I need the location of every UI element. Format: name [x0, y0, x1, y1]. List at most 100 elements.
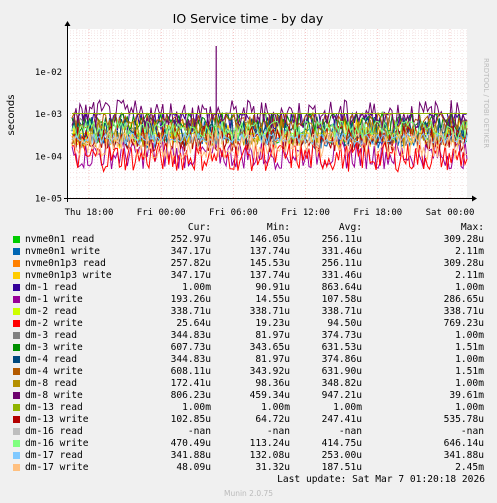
legend-max-value: 341.88u: [443, 450, 484, 461]
legend-min-value: 343.65u: [249, 342, 290, 353]
legend-max-value: 1.00m: [455, 402, 484, 413]
legend-cur-value: 193.26u: [170, 294, 211, 305]
legend-avg-value: 107.58u: [321, 294, 362, 305]
legend-row: dm-2 read 338.71u 338.71u 338.71u 338.71u: [0, 306, 497, 318]
legend-swatch: [13, 452, 20, 459]
legend-cur-value: 48.09u: [176, 462, 211, 473]
legend-max-value: 1.00m: [455, 282, 484, 293]
legend-avg-value: 256.11u: [321, 234, 362, 245]
legend-max-value: 1.00m: [455, 378, 484, 389]
legend-max-value: 535.78u: [443, 414, 484, 425]
legend-cur-value: 470.49u: [170, 438, 211, 449]
legend-series-name: dm-3 write: [25, 342, 83, 353]
legend-max-value: 309.28u: [443, 234, 484, 245]
legend-series-name: nvme0n1p3 write: [25, 270, 112, 281]
legend-max-value: 646.14u: [443, 438, 484, 449]
legend-avg-value: 187.51u: [321, 462, 362, 473]
legend-cur-value: 344.83u: [170, 330, 211, 341]
legend-avg-value: 338.71u: [321, 306, 362, 317]
legend-max-value: 769.23u: [443, 318, 484, 329]
legend-series-name: nvme0n1 read: [25, 234, 95, 245]
legend-swatch: [13, 392, 20, 399]
legend-swatch: [13, 380, 20, 387]
legend-row: dm-4 read 344.83u 81.97u 374.86u 1.00m: [0, 354, 497, 366]
series-line: [71, 129, 468, 161]
legend-swatch: [13, 428, 20, 435]
legend-avg-value: 863.64u: [321, 282, 362, 293]
legend-cur-value: 608.11u: [170, 366, 211, 377]
legend-max-value: 2.11m: [455, 246, 484, 257]
x-tick-label: Fri 06:00: [209, 208, 258, 218]
legend-row: dm-3 read 344.83u 81.97u 374.73u 1.00m: [0, 330, 497, 342]
legend-min-value: 338.71u: [249, 306, 290, 317]
legend-max-value: 1.00m: [455, 330, 484, 341]
legend-min-value: 343.92u: [249, 366, 290, 377]
legend-row: dm-13 read 1.00m 1.00m 1.00m 1.00m: [0, 402, 497, 414]
legend-max-value: -nan: [460, 426, 484, 437]
legend-swatch: [13, 440, 20, 447]
legend-row: dm-13 write 102.85u 64.72u 247.41u 535.78u: [0, 414, 497, 426]
legend-avg-value: 331.46u: [321, 270, 362, 281]
legend-row: dm-17 write 48.09u 31.32u 187.51u 2.45m: [0, 462, 497, 474]
legend-row: dm-16 read -nan -nan -nan -nan: [0, 426, 497, 438]
legend-min-value: 137.74u: [249, 270, 290, 281]
legend-swatch: [13, 320, 20, 327]
legend-swatch: [13, 368, 20, 375]
legend-series-name: nvme0n1p3 read: [25, 258, 106, 269]
io-service-time-chart: IO Service time - by day RRDTOOL / TOBI …: [0, 0, 497, 222]
legend-max-value: 338.71u: [443, 306, 484, 317]
legend-avg-value: 631.53u: [321, 342, 362, 353]
legend-avg-value: 331.46u: [321, 246, 362, 257]
legend-min-value: 19.23u: [255, 318, 290, 329]
legend-series-name: dm-17 read: [25, 450, 83, 461]
legend-series-name: dm-2 read: [25, 306, 77, 317]
legend-max-value: 309.28u: [443, 258, 484, 269]
legend-avg-value: 247.41u: [321, 414, 362, 425]
legend-swatch: [13, 356, 20, 363]
legend-max-value: 2.45m: [455, 462, 484, 473]
legend-series-name: dm-16 read: [25, 426, 83, 437]
legend-row: dm-4 write 608.11u 343.92u 631.90u 1.51m: [0, 366, 497, 378]
legend-series-name: dm-16 write: [25, 438, 89, 449]
x-tick-label: Fri 00:00: [137, 208, 186, 218]
legend-row: dm-2 write 25.64u 19.23u 94.50u 769.23u: [0, 318, 497, 330]
legend-row: dm-1 read 1.00m 90.91u 863.64u 1.00m: [0, 282, 497, 294]
x-axis-arrow: [472, 195, 477, 202]
legend-max-value: 1.00m: [455, 354, 484, 365]
legend-series-name: dm-2 write: [25, 318, 83, 329]
legend-row: nvme0n1 read 252.97u 146.05u 256.11u 309.28u: [0, 234, 497, 246]
legend-swatch: [13, 464, 20, 471]
legend-swatch: [13, 332, 20, 339]
legend-row: dm-8 write 806.23u 459.34u 947.21u 39.61m: [0, 390, 497, 402]
legend-row: dm-8 read 172.41u 98.36u 348.82u 1.00m: [0, 378, 497, 390]
x-axis-tick-labels: Thu 18:00 Fri 00:00 Fri 06:00 Fri 12:00 Fri …: [65, 208, 475, 218]
legend-min-value: 81.97u: [255, 354, 290, 365]
legend-cur-value: 347.17u: [170, 270, 211, 281]
x-tick-label: Sat 00:00: [426, 208, 475, 218]
legend-min-value: 64.72u: [255, 414, 290, 425]
munin-version: Munin 2.0.75: [223, 489, 274, 498]
series-lines: [71, 45, 468, 174]
legend-cur-value: 257.82u: [170, 258, 211, 269]
legend-min-value: 132.08u: [249, 450, 290, 461]
legend-min-value: 137.74u: [249, 246, 290, 257]
legend-min-value: 459.34u: [249, 390, 290, 401]
legend-series-name: dm-1 read: [25, 282, 77, 293]
legend-cur-value: 1.00m: [182, 282, 211, 293]
legend-series-name: dm-13 read: [25, 402, 83, 413]
legend-min-value: 90.91u: [255, 282, 290, 293]
legend-cur-value: 806.23u: [170, 390, 211, 401]
legend-swatch: [13, 404, 20, 411]
legend-cur-value: -nan: [187, 426, 211, 437]
legend-series-name: dm-13 write: [25, 414, 89, 425]
legend-max-value: 286.65u: [443, 294, 484, 305]
legend-row: dm-16 write 470.49u 113.24u 414.75u 646.14u: [0, 438, 497, 450]
legend-avg-value: 348.82u: [321, 378, 362, 389]
legend-cur-value: 341.88u: [170, 450, 211, 461]
legend-max-value: 39.61m: [449, 390, 484, 401]
last-update-text: Last update: Sat Mar 7 01:20:18 2026: [277, 474, 485, 485]
y-tick-label: 1e-02: [35, 68, 62, 78]
rrdtool-watermark: RRDTOOL / TOBI OETIKER: [482, 58, 490, 148]
legend-min-value: 31.32u: [255, 462, 290, 473]
y-axis-tick-labels: 1e-05 1e-04 1e-03 1e-02: [35, 68, 62, 205]
